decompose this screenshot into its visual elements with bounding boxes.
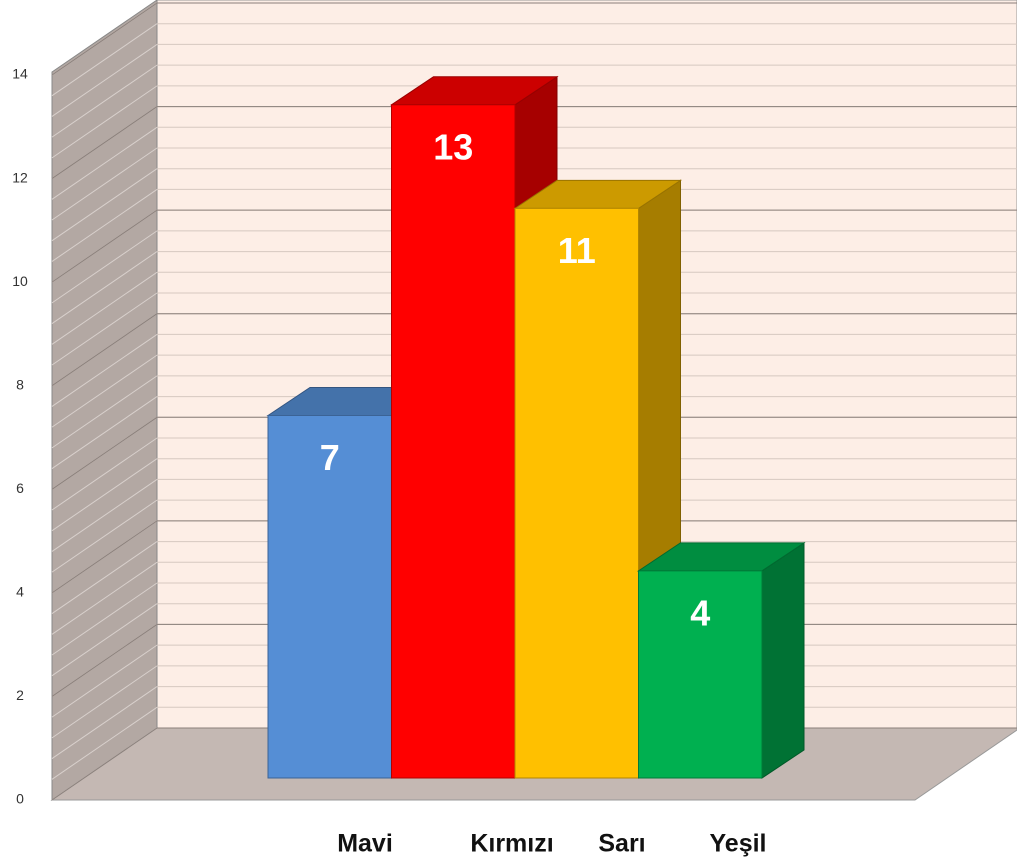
minor-line [51, 644, 158, 718]
minor-line [51, 582, 158, 656]
side-wall [51, 0, 158, 801]
bar [391, 104, 516, 779]
minor-line [51, 479, 158, 552]
minor-line [51, 706, 158, 780]
minor-line [51, 603, 158, 677]
minor-line [51, 189, 158, 262]
minor-line [51, 168, 158, 242]
grid-line [51, 106, 158, 179]
value-label: 4 [690, 592, 710, 633]
minor-line [51, 147, 158, 221]
minor-line [51, 375, 158, 449]
bar [638, 570, 763, 779]
y-tick-label: 14 [12, 66, 28, 82]
y-tick-label: 12 [12, 169, 28, 185]
minor-line [51, 64, 158, 138]
value-label: 13 [433, 126, 473, 167]
grid-line [51, 2, 158, 76]
minor-line [51, 44, 158, 117]
y-tick-label: 2 [16, 687, 24, 703]
x-tick-label: Mavi [337, 830, 393, 858]
minor-line [51, 230, 158, 304]
grid-line [51, 313, 158, 387]
minor-line [51, 271, 158, 345]
value-label: 11 [558, 230, 596, 271]
bar-side [761, 541, 805, 779]
minor-line [51, 23, 158, 97]
y-tick-label: 8 [16, 376, 24, 392]
grid-line [51, 209, 158, 283]
y-tick-label: 4 [16, 584, 24, 600]
minor-line [51, 686, 158, 759]
minor-line [51, 437, 158, 511]
minor-line [51, 251, 158, 324]
minor-line [51, 85, 158, 159]
x-tick-label: Kırmızı [470, 830, 553, 858]
bar [514, 207, 639, 779]
minor-line [51, 541, 158, 614]
y-tick-label: 0 [16, 791, 24, 807]
minor-line [51, 292, 158, 366]
minor-line [51, 458, 158, 532]
grid-line [51, 727, 158, 801]
minor-line [51, 665, 158, 739]
grid-line [51, 624, 158, 697]
x-tick-label: Yeşil [710, 830, 767, 858]
minor-line [51, 561, 158, 635]
minor-line [51, 126, 158, 200]
grid-line [51, 520, 158, 594]
x-tick-label: Sarı [598, 830, 645, 858]
minor-line [51, 354, 158, 428]
minor-line [51, 499, 158, 573]
minor-line [51, 396, 158, 469]
minor-line [51, 334, 158, 407]
y-tick-label: 6 [16, 480, 24, 496]
bar [267, 415, 392, 779]
value-label: 7 [320, 437, 340, 478]
grid-line [51, 416, 158, 490]
y-tick-label: 10 [12, 273, 28, 289]
